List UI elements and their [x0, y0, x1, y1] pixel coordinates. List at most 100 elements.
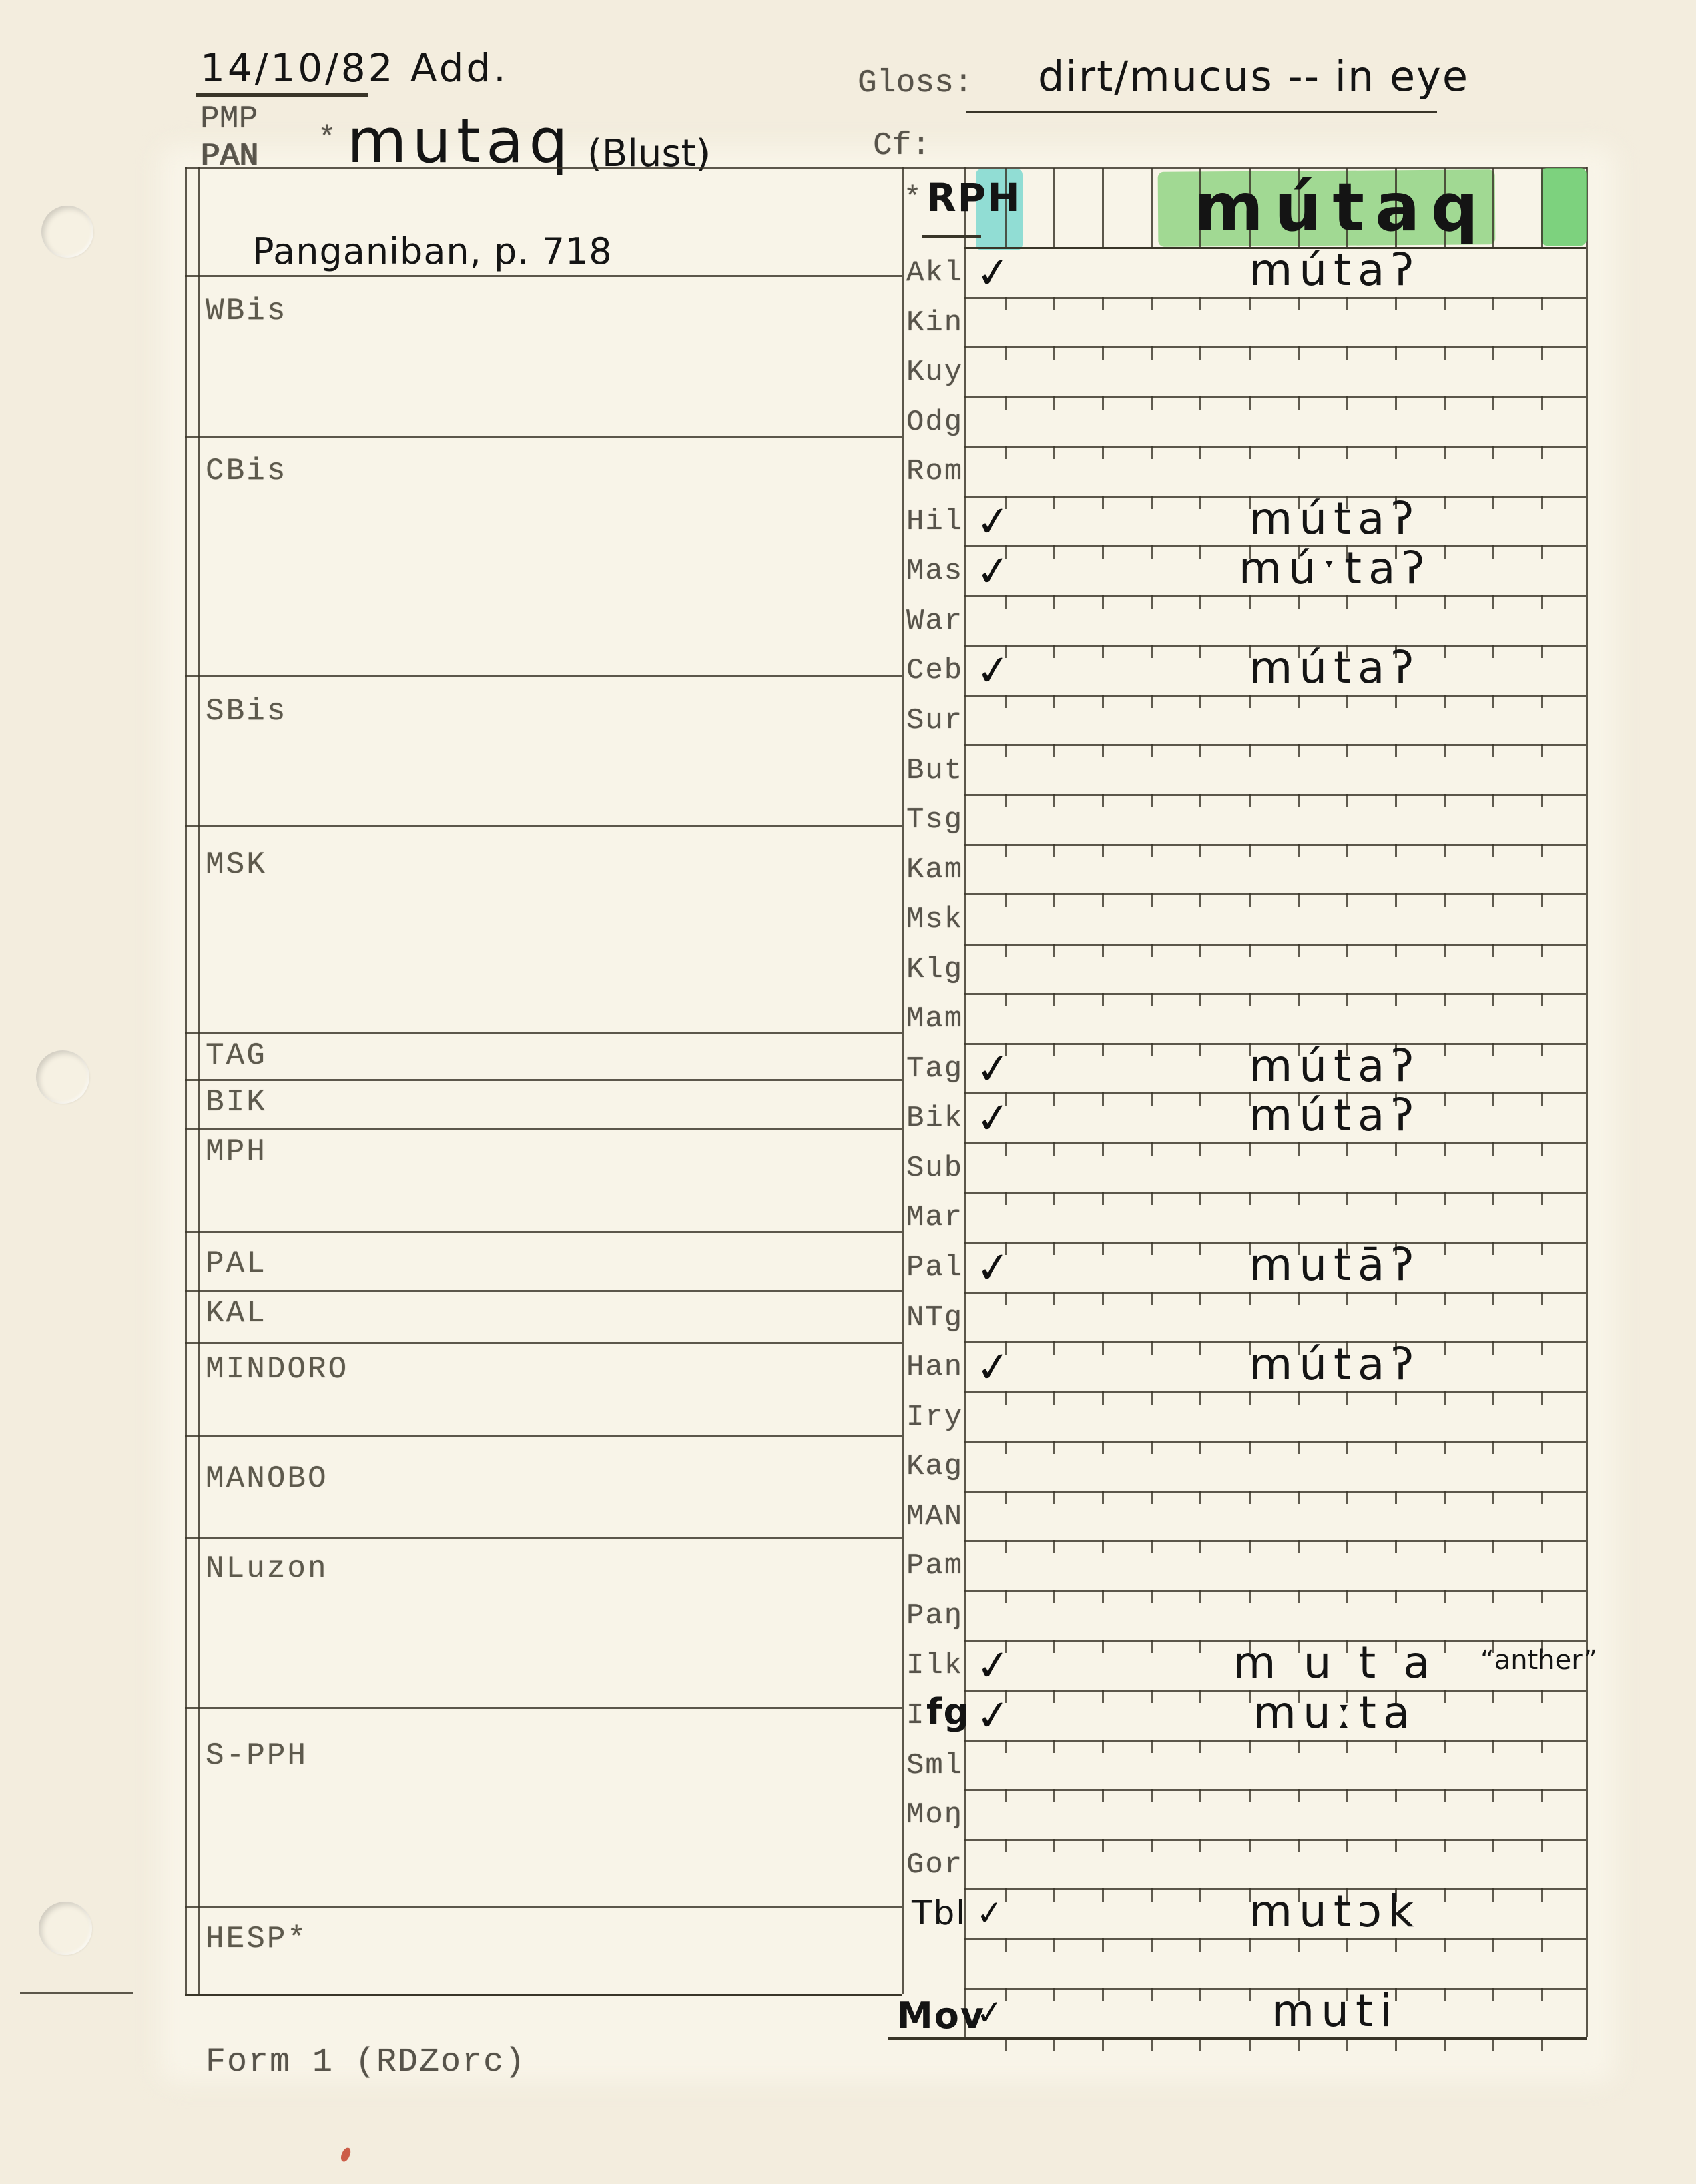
column-tick	[1346, 1839, 1348, 1852]
column-tick	[1005, 794, 1007, 807]
column-tick	[1395, 2038, 1397, 2051]
column-tick	[1249, 893, 1251, 907]
reconstruction-form: mutaq	[347, 105, 573, 177]
check-mark: ✓	[973, 1341, 1013, 1393]
column-tick	[1492, 645, 1494, 658]
column-tick	[1298, 545, 1300, 559]
column-tick	[1053, 545, 1055, 559]
column-tick	[1005, 396, 1007, 410]
column-tick	[1249, 1391, 1251, 1405]
row-rule	[964, 1938, 1586, 1940]
column-tick	[1298, 1242, 1300, 1255]
row-rule	[964, 2038, 1586, 2040]
table-row: Rom	[0, 446, 1696, 496]
column-tick	[1053, 2038, 1055, 2051]
column-tick	[1102, 1740, 1104, 1753]
column-tick	[1298, 1092, 1300, 1106]
form-entry: mutɔk	[1249, 1886, 1421, 1937]
column-tick	[1053, 993, 1055, 1006]
header-cell-divider	[1199, 168, 1201, 247]
column-tick	[1541, 944, 1543, 957]
column-tick	[1005, 695, 1007, 708]
column-tick	[1298, 1491, 1300, 1504]
column-tick	[1199, 2038, 1201, 2051]
column-tick	[1151, 1092, 1153, 1106]
column-tick	[1492, 1242, 1494, 1255]
column-tick	[1151, 1789, 1153, 1802]
row-label: Odg	[906, 406, 964, 439]
column-tick	[1298, 944, 1300, 957]
column-tick	[1395, 1690, 1397, 1703]
form-entry: mútaʔ	[1249, 1339, 1421, 1390]
column-tick	[1151, 1242, 1153, 1255]
column-tick	[1395, 1142, 1397, 1156]
column-tick	[1151, 1740, 1153, 1753]
column-tick	[1541, 346, 1543, 360]
column-tick	[1053, 496, 1055, 509]
column-tick	[1395, 744, 1397, 757]
column-tick	[1053, 794, 1055, 807]
column-tick	[1492, 1092, 1494, 1106]
column-tick	[1395, 1043, 1397, 1056]
check-mark: ✓	[974, 1892, 1006, 1934]
column-tick	[1492, 595, 1494, 609]
column-tick	[1346, 1391, 1348, 1405]
column-tick	[1199, 1888, 1201, 1902]
column-tick	[1199, 794, 1201, 807]
column-tick	[1005, 1590, 1007, 1603]
row-rule	[964, 695, 1586, 697]
column-tick	[1151, 1491, 1153, 1504]
column-tick	[1053, 1789, 1055, 1802]
section-divider	[185, 1079, 902, 1081]
column-tick	[1298, 1690, 1300, 1703]
paper-background	[160, 147, 1615, 2082]
table-row: Sub	[0, 1142, 1696, 1192]
column-tick	[1444, 297, 1446, 310]
column-tick	[1053, 446, 1055, 459]
column-tick	[1005, 844, 1007, 857]
row-label: Gor	[906, 1848, 964, 1882]
table-row: Mam	[0, 993, 1696, 1043]
column-tick	[1346, 893, 1348, 907]
reference-note: Panganiban, p. 718	[252, 230, 613, 272]
column-tick	[1199, 1640, 1201, 1653]
check-mark: ✓	[973, 246, 1013, 299]
table-row: Ceb ✓ mútaʔ	[0, 642, 1696, 697]
column-tick	[1444, 1988, 1446, 2001]
row-rule	[964, 1092, 1586, 1094]
ink-speck	[339, 2146, 352, 2163]
row-label-overwrite: fg	[926, 1691, 971, 1733]
table-row: Kuy	[0, 346, 1696, 396]
form-entry: m u t a	[1233, 1637, 1437, 1688]
column-tick	[1298, 844, 1300, 857]
column-tick	[1395, 1988, 1397, 2001]
column-tick	[1541, 794, 1543, 807]
column-tick	[1444, 944, 1446, 957]
column-tick	[1444, 1292, 1446, 1305]
column-tick	[1102, 1839, 1104, 1852]
column-tick	[1541, 645, 1543, 658]
row-rule	[964, 1043, 1586, 1045]
column-tick	[1102, 1540, 1104, 1553]
column-tick	[1249, 346, 1251, 360]
column-tick	[1395, 1740, 1397, 1753]
row-rule	[964, 893, 1586, 895]
column-tick	[1298, 496, 1300, 509]
table-top-border	[185, 167, 1587, 169]
column-tick	[1249, 446, 1251, 459]
column-tick	[1492, 993, 1494, 1006]
column-tick	[1395, 1192, 1397, 1205]
table-row: MAN	[0, 1491, 1696, 1541]
section-divider	[185, 1906, 902, 1908]
column-tick	[1298, 1341, 1300, 1355]
punch-hole	[36, 1050, 89, 1104]
form-entry: mútaʔ	[1249, 493, 1421, 544]
column-tick	[1151, 446, 1153, 459]
column-tick	[1492, 496, 1494, 509]
column-tick	[1395, 595, 1397, 609]
column-tick	[1005, 1092, 1007, 1106]
row-rule	[964, 744, 1586, 746]
column-tick	[1199, 1839, 1201, 1852]
header-label-underline	[922, 235, 981, 238]
column-tick	[1298, 1938, 1300, 1952]
